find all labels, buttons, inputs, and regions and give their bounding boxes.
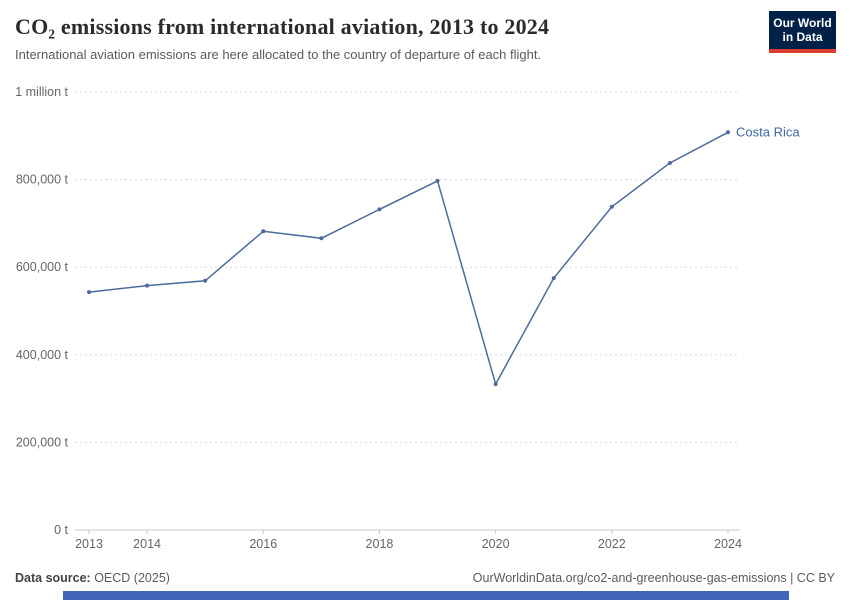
data-source-label: Data source: [15,571,91,585]
data-point [145,283,150,288]
series-line [88,131,729,387]
y-tick-label: 200,000 t [16,435,69,449]
data-point [319,236,324,241]
x-tick-label: 2024 [714,537,742,551]
owid-citation-link[interactable]: OurWorldinData.org/co2-and-greenhouse-ga… [472,571,835,585]
data-point [493,382,498,387]
x-tick-label: 2016 [249,537,277,551]
x-tick-label: 2018 [366,537,394,551]
data-source-value: OECD (2025) [90,571,170,585]
owid-logo-line2: in Data [782,30,823,44]
data-point [551,276,556,281]
owid-logo[interactable]: Our World in Data [769,11,836,53]
chart-header: CO₂ emissions from international aviatio… [15,14,750,62]
y-tick-label: 400,000 t [16,348,69,362]
y-tick-label: 1 million t [15,85,68,99]
data-point [726,130,730,135]
data-point [609,204,614,209]
data-point [261,229,266,234]
chart-title: CO₂ emissions from international aviatio… [15,14,550,39]
line-chart-plot[interactable]: 0 t 200,000 t 400,000 t 600,000 t 800,000 t 1… [0,80,850,558]
x-tick-label: 2014 [133,537,161,551]
x-tick-label: 2013 [75,537,103,551]
data-point [667,160,672,165]
owid-logo-line1: Our World [773,16,832,30]
data-point [435,178,440,183]
y-tick-label: 600,000 t [16,260,69,274]
x-tick-label: 2022 [598,537,626,551]
data-source-note: Data source: OECD (2025) [15,571,170,585]
data-point [377,207,382,212]
bottom-blue-bar [63,591,789,600]
x-tick-label: 2020 [482,537,510,551]
data-point [203,278,208,283]
y-tick-label: 800,000 t [16,173,69,187]
chart-subtitle: International aviation emissions are her… [15,47,542,62]
data-point [87,290,91,295]
chart-footer: Data source: OECD (2025) OurWorldinData.… [15,571,835,585]
series-label: Costa Rica [736,124,800,139]
y-tick-label: 0 t [54,523,68,537]
